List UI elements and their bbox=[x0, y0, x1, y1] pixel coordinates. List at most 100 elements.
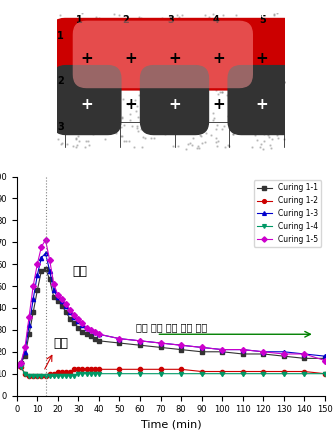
Point bbox=[89, 49, 94, 56]
Text: +: + bbox=[212, 97, 225, 112]
Point bbox=[79, 45, 84, 52]
Curing 1-5 bbox=[118, 336, 122, 341]
Line: Curing 1-4: Curing 1-4 bbox=[15, 363, 327, 378]
Text: 3: 3 bbox=[57, 122, 64, 132]
Point bbox=[240, 19, 245, 26]
Point bbox=[55, 135, 61, 142]
Point bbox=[224, 92, 230, 98]
Point bbox=[56, 119, 61, 126]
Point bbox=[60, 61, 65, 68]
Point bbox=[251, 60, 256, 67]
Curing 1-1 bbox=[44, 266, 48, 271]
Point bbox=[246, 36, 252, 43]
Point bbox=[127, 137, 132, 144]
Point bbox=[213, 87, 218, 94]
Point bbox=[238, 34, 244, 41]
Point bbox=[227, 32, 232, 39]
Point bbox=[61, 47, 66, 54]
Point bbox=[274, 83, 279, 90]
Point bbox=[142, 98, 147, 104]
Curing 1-1 bbox=[138, 343, 142, 348]
Point bbox=[252, 73, 257, 80]
Point bbox=[271, 11, 276, 18]
Curing 1-4 bbox=[200, 371, 204, 376]
Point bbox=[220, 68, 226, 75]
Curing 1-1 bbox=[52, 295, 56, 300]
Point bbox=[147, 106, 153, 113]
Point bbox=[228, 65, 233, 72]
Curing 1-1 bbox=[68, 316, 72, 322]
Point bbox=[247, 65, 252, 72]
Point bbox=[214, 34, 220, 41]
Point bbox=[259, 69, 264, 76]
Point bbox=[215, 33, 220, 40]
Point bbox=[88, 129, 94, 135]
Point bbox=[279, 110, 285, 117]
Point bbox=[171, 143, 176, 150]
Point bbox=[70, 89, 75, 96]
Text: +: + bbox=[80, 6, 93, 20]
Point bbox=[169, 84, 174, 91]
Point bbox=[159, 113, 164, 120]
Point bbox=[231, 27, 237, 34]
Curing 1-1 bbox=[48, 277, 52, 282]
Curing 1-4 bbox=[35, 373, 39, 378]
Point bbox=[71, 100, 76, 107]
Point bbox=[95, 27, 101, 34]
Point bbox=[146, 43, 151, 50]
Point bbox=[260, 83, 265, 89]
Point bbox=[86, 118, 91, 125]
Point bbox=[144, 99, 149, 106]
Point bbox=[239, 26, 245, 33]
Point bbox=[94, 87, 100, 94]
Point bbox=[259, 66, 264, 73]
Curing 1-1 bbox=[179, 347, 183, 352]
Curing 1-2 bbox=[19, 365, 23, 370]
Point bbox=[142, 44, 147, 51]
Point bbox=[270, 62, 276, 69]
Point bbox=[127, 116, 132, 123]
Point bbox=[279, 98, 284, 105]
Curing 1-5 bbox=[282, 351, 286, 356]
Point bbox=[203, 129, 208, 136]
Point bbox=[69, 55, 74, 62]
Point bbox=[201, 67, 207, 74]
Point bbox=[254, 136, 260, 143]
Curing 1-5 bbox=[179, 343, 183, 348]
Point bbox=[71, 92, 76, 99]
Point bbox=[196, 111, 202, 118]
Point bbox=[214, 121, 220, 128]
Point bbox=[85, 101, 90, 108]
Curing 1-3 bbox=[76, 319, 80, 324]
Point bbox=[244, 60, 249, 67]
Point bbox=[126, 100, 131, 107]
Point bbox=[153, 36, 158, 43]
Point bbox=[80, 28, 86, 35]
Point bbox=[159, 15, 164, 22]
Curing 1-5 bbox=[52, 281, 56, 286]
Point bbox=[237, 124, 243, 131]
Legend: Curing 1-1, Curing 1-2, Curing 1-3, Curing 1-4, Curing 1-5: Curing 1-1, Curing 1-2, Curing 1-3, Curi… bbox=[254, 180, 321, 247]
Point bbox=[230, 131, 236, 138]
Point bbox=[170, 27, 175, 34]
Point bbox=[128, 26, 133, 33]
Point bbox=[229, 53, 235, 60]
Point bbox=[242, 33, 247, 40]
Point bbox=[274, 90, 279, 97]
Point bbox=[64, 62, 70, 69]
Point bbox=[198, 132, 203, 138]
Point bbox=[96, 26, 102, 33]
Point bbox=[86, 113, 91, 120]
Point bbox=[132, 97, 137, 104]
Point bbox=[184, 69, 190, 76]
Curing 1-3 bbox=[72, 314, 76, 319]
Point bbox=[77, 130, 82, 137]
Point bbox=[127, 111, 132, 117]
Curing 1-3 bbox=[80, 323, 84, 328]
Point bbox=[173, 49, 178, 56]
Point bbox=[158, 17, 163, 24]
Point bbox=[273, 48, 279, 55]
Point bbox=[180, 28, 185, 34]
Text: 2: 2 bbox=[57, 77, 64, 86]
Point bbox=[75, 101, 81, 108]
